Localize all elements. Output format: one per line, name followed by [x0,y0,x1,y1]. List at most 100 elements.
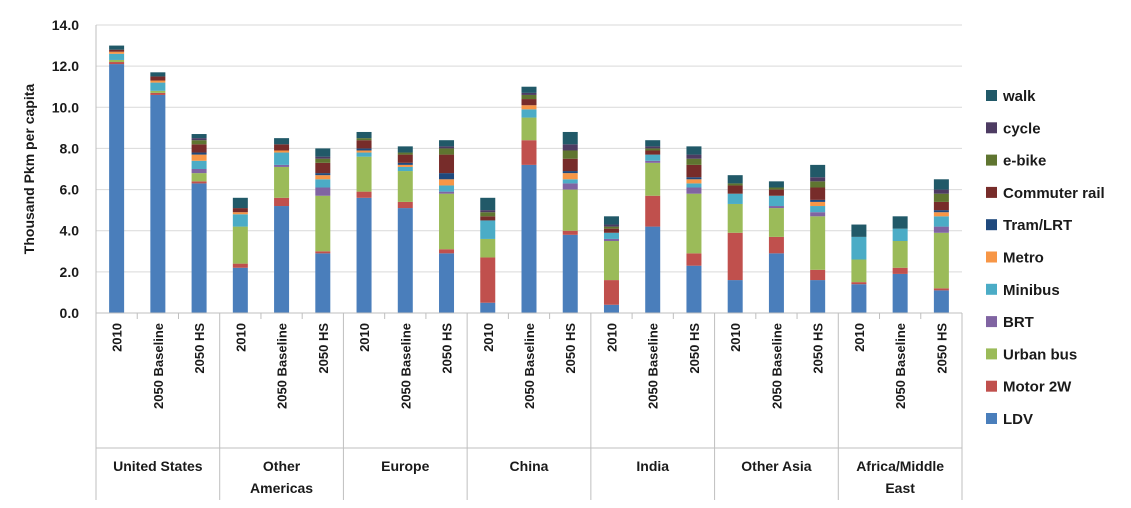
bar-segment-walk [562,131,578,145]
x-group-label: Africa/Middle East [856,458,944,496]
bar-segment-ldv [933,290,949,313]
x-category-label: 2050 Baseline [522,323,537,409]
bar-segment-commuter-rail [191,144,207,153]
bar-segment-motor-2w [727,232,743,281]
bar-segment-commuter-rail [439,154,455,174]
bar-segment-minibus [892,228,908,241]
bar-segment-walk [232,197,248,209]
bar-segment-ldv [727,280,743,313]
x-group-label: Other Americas [250,458,313,496]
bar-segment-walk [603,216,619,225]
bar-segment-minibus [686,183,702,188]
bar-segment-tram-lrt [397,162,413,165]
bar-segment-minibus [727,193,743,204]
x-category-label: 2050 HS [687,323,702,374]
bar-segment-walk [356,131,372,139]
bar-segment-urban-bus [933,232,949,289]
bar-segment-ldv [810,280,826,313]
bar-segment-commuter-rail [150,76,166,81]
bar-segment-commuter-rail [232,208,248,213]
bar-segment-minibus [274,152,290,165]
legend-label: e-bike [1003,153,1046,170]
bar-segment-e-bike [562,150,578,159]
bar-segment-brt [645,160,661,163]
x-group-label-line: Other [263,458,301,474]
legend-swatch [986,122,997,134]
bar-segment-e-bike [315,158,331,163]
bar-segment-motor-2w [397,201,413,209]
bar-segment-urban-bus [521,117,537,141]
bar-segment-walk [521,86,537,93]
legend-label: Commuter rail [1003,185,1105,202]
bar-segment-motor-2w [191,181,207,184]
bar-segment-cycle [315,156,331,159]
bar-segment-e-bike [521,94,537,100]
bar-segment-walk [439,140,455,147]
x-group-label-line: Americas [250,480,313,496]
bar-segment-commuter-rail [274,144,290,151]
bar-segment-cycle [686,154,702,159]
x-category-label: 2010 [728,323,743,352]
bar-segment-walk [768,181,784,188]
legend-label: BRT [1003,314,1034,331]
bar-segment-motor-2w [851,282,867,285]
legend-label: walk [1002,88,1036,105]
bar-segment-minibus [562,179,578,184]
bar-segment-e-bike [686,158,702,165]
bar-segment-motor-2w [480,257,496,303]
bar-segment-walk [727,175,743,184]
bar-segment-motor-2w [439,249,455,254]
bar-segment-cycle [645,146,661,149]
legend-label: Minibus [1003,282,1060,299]
bar-segment-minibus [232,214,248,227]
x-category-label: 2050 HS [811,323,826,374]
bar-segment-motor-2w [686,253,702,266]
x-category-label: 2010 [357,323,372,352]
bar-segment-motor-2w [933,288,949,291]
y-axis-label: Thousand Pkm per capita [21,84,37,255]
x-category-label: 2010 [852,323,867,352]
x-category-label: 2010 [110,323,125,352]
bar-segment-walk [892,216,908,229]
bar-segment-metro [686,179,702,184]
bar-segment-minibus [109,53,125,60]
x-group-label: India [636,458,669,474]
bar-segment-cycle [603,224,619,227]
bar-segment-urban-bus [109,59,125,63]
legend-swatch [986,251,997,263]
legend-swatch [986,90,997,101]
bar-segment-urban-bus [274,166,290,198]
bar-segment-commuter-rail [768,189,784,196]
bar-segment-motor-2w [150,92,166,95]
bar-segment-ldv [686,265,702,313]
bar-segment-metro [810,201,826,207]
bar-segment-brt [933,226,949,233]
bar-segment-cycle [933,189,949,194]
bar-segment-minibus [933,216,949,227]
bar-segment-e-bike [727,183,743,186]
bar-segment-brt [315,187,331,196]
legend-swatch [986,186,997,198]
legend-label: Tram/LRT [1003,217,1072,234]
bar-segment-ldv [645,226,661,313]
bar-segment-tram-lrt [933,210,949,213]
bar-segment-urban-bus [851,259,867,283]
y-tick-label: 14.0 [52,17,79,33]
bar-segment-urban-bus [315,195,331,252]
bar-segment-urban-bus [810,216,826,270]
bar-segment-e-bike [603,226,619,229]
y-tick-label: 12.0 [52,58,79,74]
y-tick-label: 10.0 [52,99,79,115]
bar-segment-ldv [274,206,290,313]
bar-segment-brt [562,183,578,190]
bar-segment-walk [109,45,125,50]
bar-segment-cycle [521,92,537,95]
legend-swatch [986,413,997,424]
y-tick-label: 0.0 [60,305,80,321]
bar-segment-ldv [480,302,496,313]
legend-swatch [986,316,997,328]
bar-segment-ldv [356,197,372,313]
bar-segment-e-bike [645,148,661,151]
